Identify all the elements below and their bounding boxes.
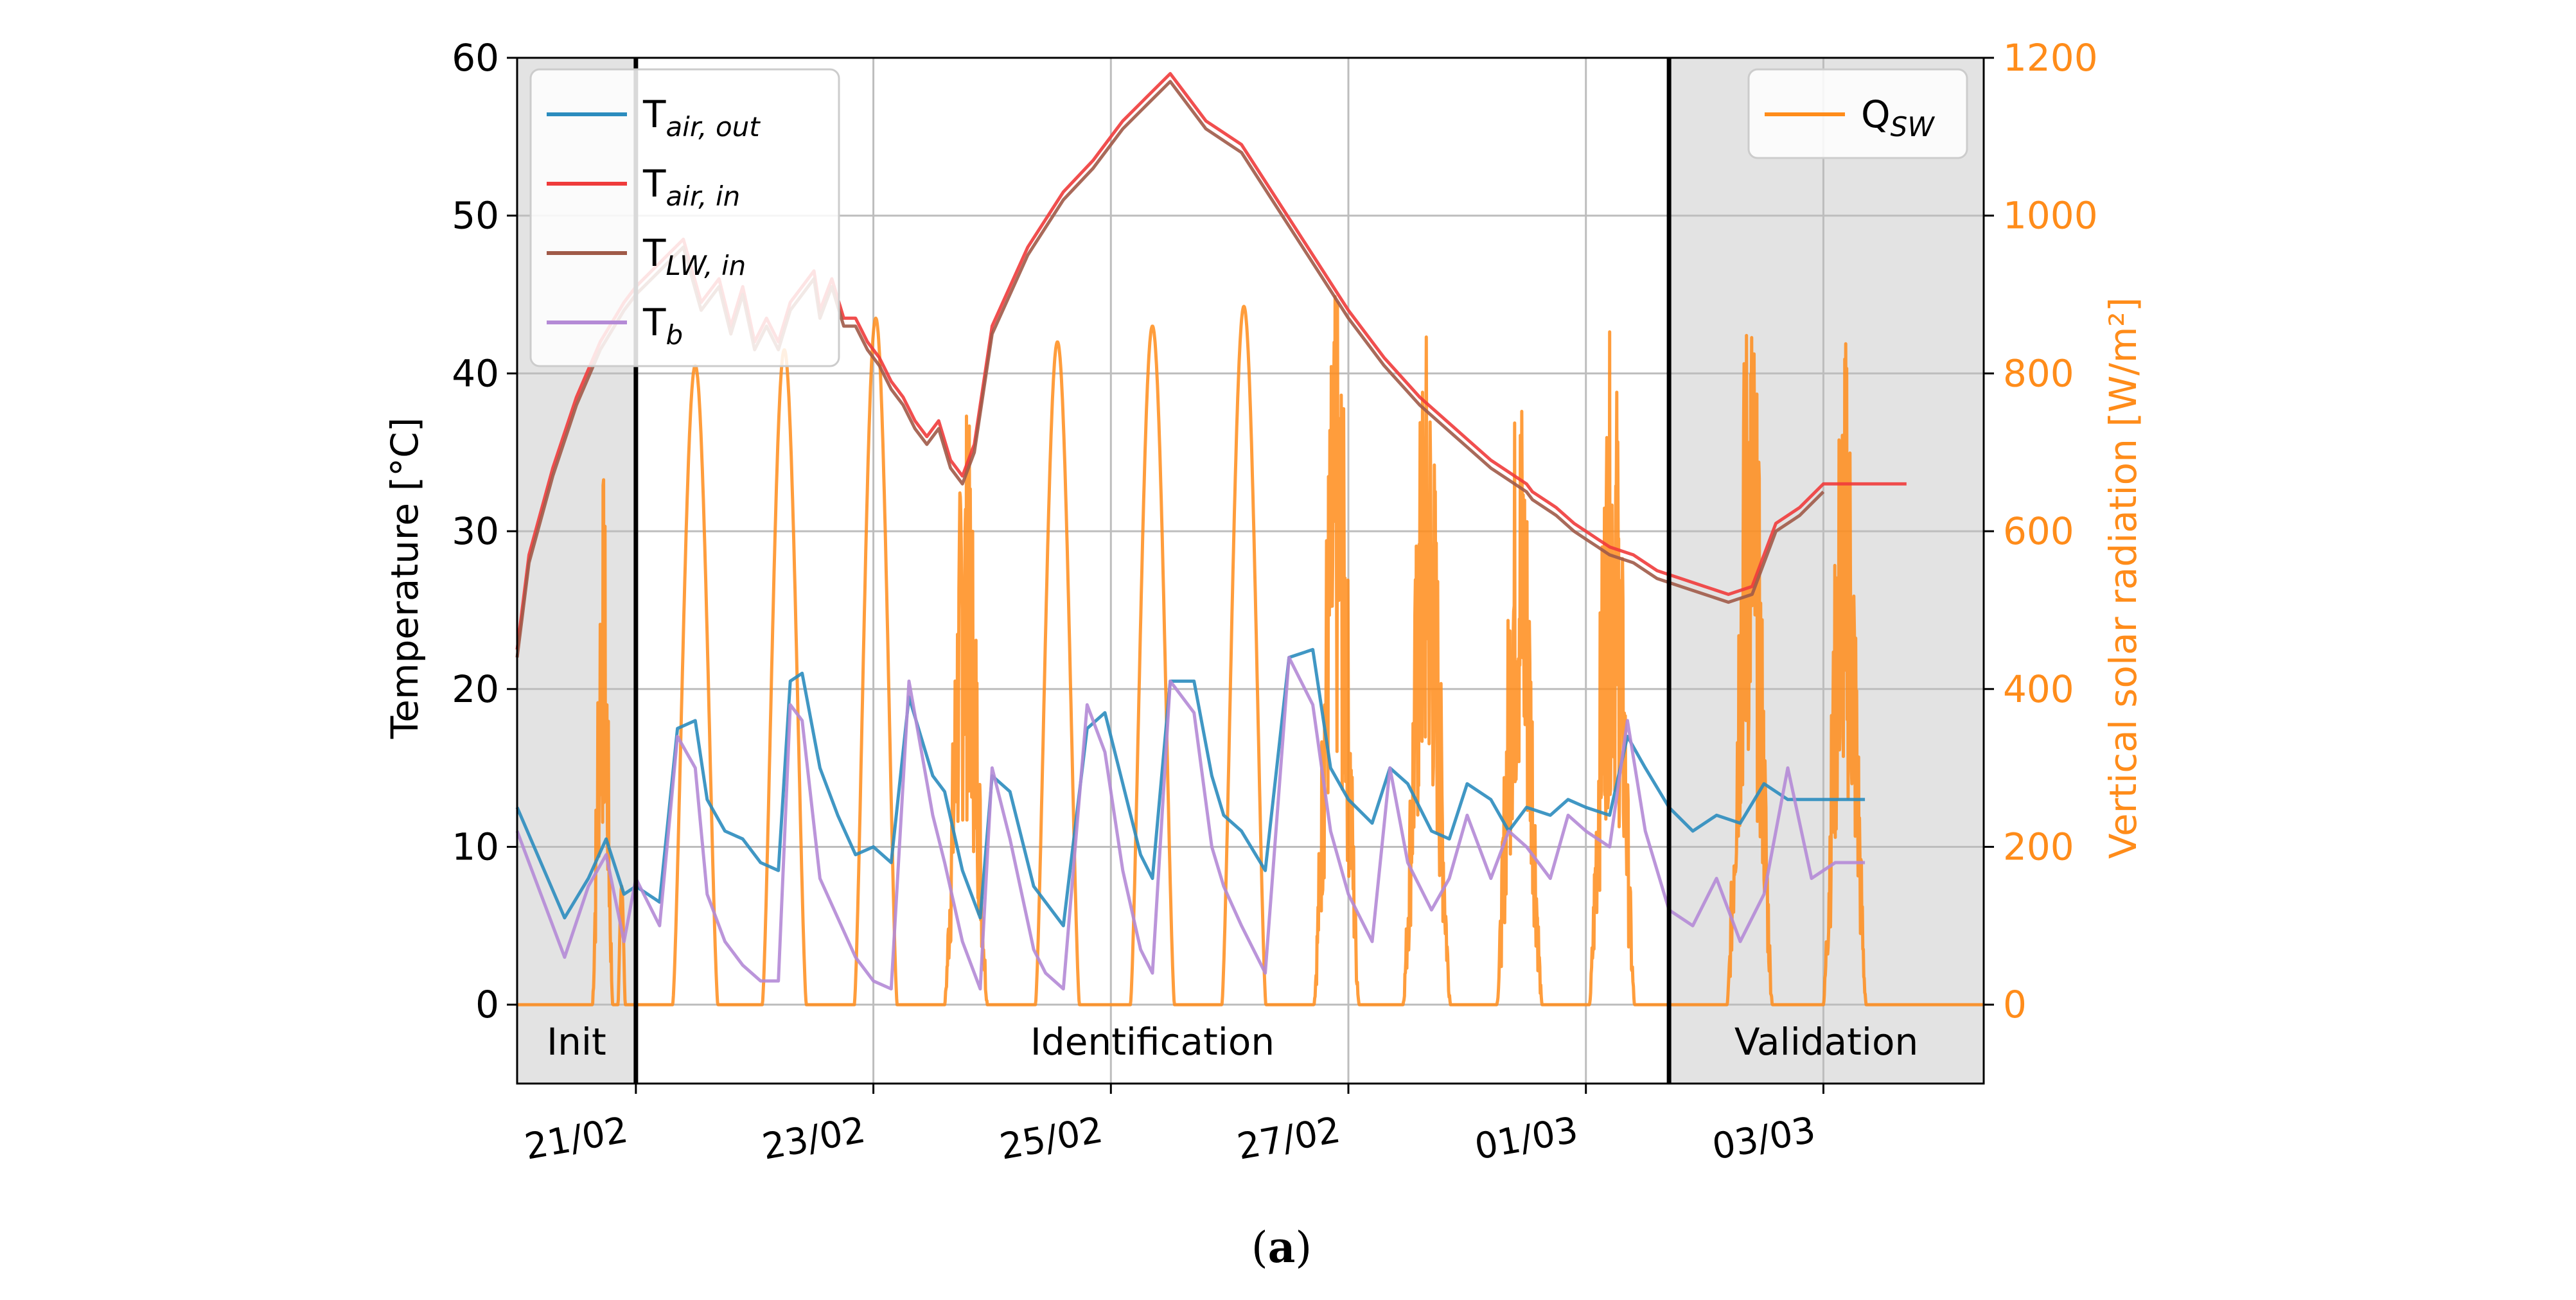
legend-label: TLW, in bbox=[642, 231, 746, 281]
shaded-period-validation bbox=[1669, 58, 1984, 1084]
series-q-sw bbox=[516, 295, 1985, 1006]
legend-label-base: T bbox=[642, 92, 666, 136]
legend-label-base: T bbox=[642, 162, 666, 206]
x-tick-label: 03/03 bbox=[1709, 1109, 1819, 1168]
legend-box bbox=[529, 68, 840, 367]
legend-label-sub: LW, in bbox=[666, 250, 746, 281]
y-left-tick-label: 30 bbox=[452, 509, 499, 553]
period-labels: Init Identification Validation bbox=[547, 1020, 1918, 1064]
x-tick-label: 25/02 bbox=[996, 1109, 1106, 1168]
series-t-b bbox=[515, 656, 1866, 991]
legend-label: Tair, out bbox=[642, 92, 761, 143]
y-right-tick-label: 600 bbox=[2003, 509, 2074, 553]
y-right-tick-label: 800 bbox=[2003, 351, 2074, 395]
y-right-label: Vertical solar radiation [W/m²] bbox=[2101, 297, 2145, 859]
legend-label: Tb bbox=[642, 301, 683, 351]
y-right-tick-label: 200 bbox=[2003, 825, 2074, 868]
x-tick-label: 23/02 bbox=[759, 1109, 869, 1168]
series-t-air-out bbox=[515, 647, 1866, 927]
legend-right: QSW bbox=[1747, 68, 1968, 159]
y-right-tick-label: 1200 bbox=[2003, 36, 2098, 80]
legend-label-sub: air, out bbox=[666, 111, 761, 143]
legend-label-base: T bbox=[642, 301, 666, 344]
x-tick-label: 01/03 bbox=[1472, 1109, 1581, 1168]
y-right-tick-label: 0 bbox=[2003, 983, 2027, 1026]
x-tick-label: 27/02 bbox=[1234, 1109, 1343, 1168]
y-left-tick-label: 60 bbox=[452, 36, 499, 80]
legend-label-sub: SW bbox=[1891, 111, 1936, 143]
panel-label: a bbox=[1268, 1222, 1296, 1272]
y-left-tick-label: 10 bbox=[452, 825, 499, 868]
legend-label: Tair, in bbox=[642, 162, 740, 212]
y-right-tick-label: 1000 bbox=[2003, 194, 2098, 238]
x-tick-label: 21/02 bbox=[522, 1109, 631, 1168]
y-left-tick-label: 40 bbox=[452, 351, 499, 395]
y-left-tick-label: 0 bbox=[475, 983, 499, 1026]
plot-frame bbox=[516, 57, 1985, 1085]
y-left-tick-label: 20 bbox=[452, 667, 499, 711]
legend-label-base: T bbox=[642, 231, 666, 275]
period-label-validation: Validation bbox=[1734, 1020, 1918, 1064]
legend-label-sub: b bbox=[666, 319, 683, 351]
period-label-init: Init bbox=[547, 1020, 606, 1064]
panel-caption: (a) bbox=[1251, 1222, 1312, 1272]
legend-box bbox=[1747, 68, 1968, 159]
period-label-identification: Identification bbox=[1030, 1020, 1275, 1064]
legend-label: QSW bbox=[1861, 92, 1935, 143]
y-left-label: Temperature [°C] bbox=[383, 417, 427, 740]
y-left-tick-label: 50 bbox=[452, 194, 499, 238]
legend-label-sub: air, in bbox=[666, 180, 740, 212]
y-right-tick-label: 400 bbox=[2003, 667, 2074, 711]
legend-label-base: Q bbox=[1861, 92, 1891, 136]
